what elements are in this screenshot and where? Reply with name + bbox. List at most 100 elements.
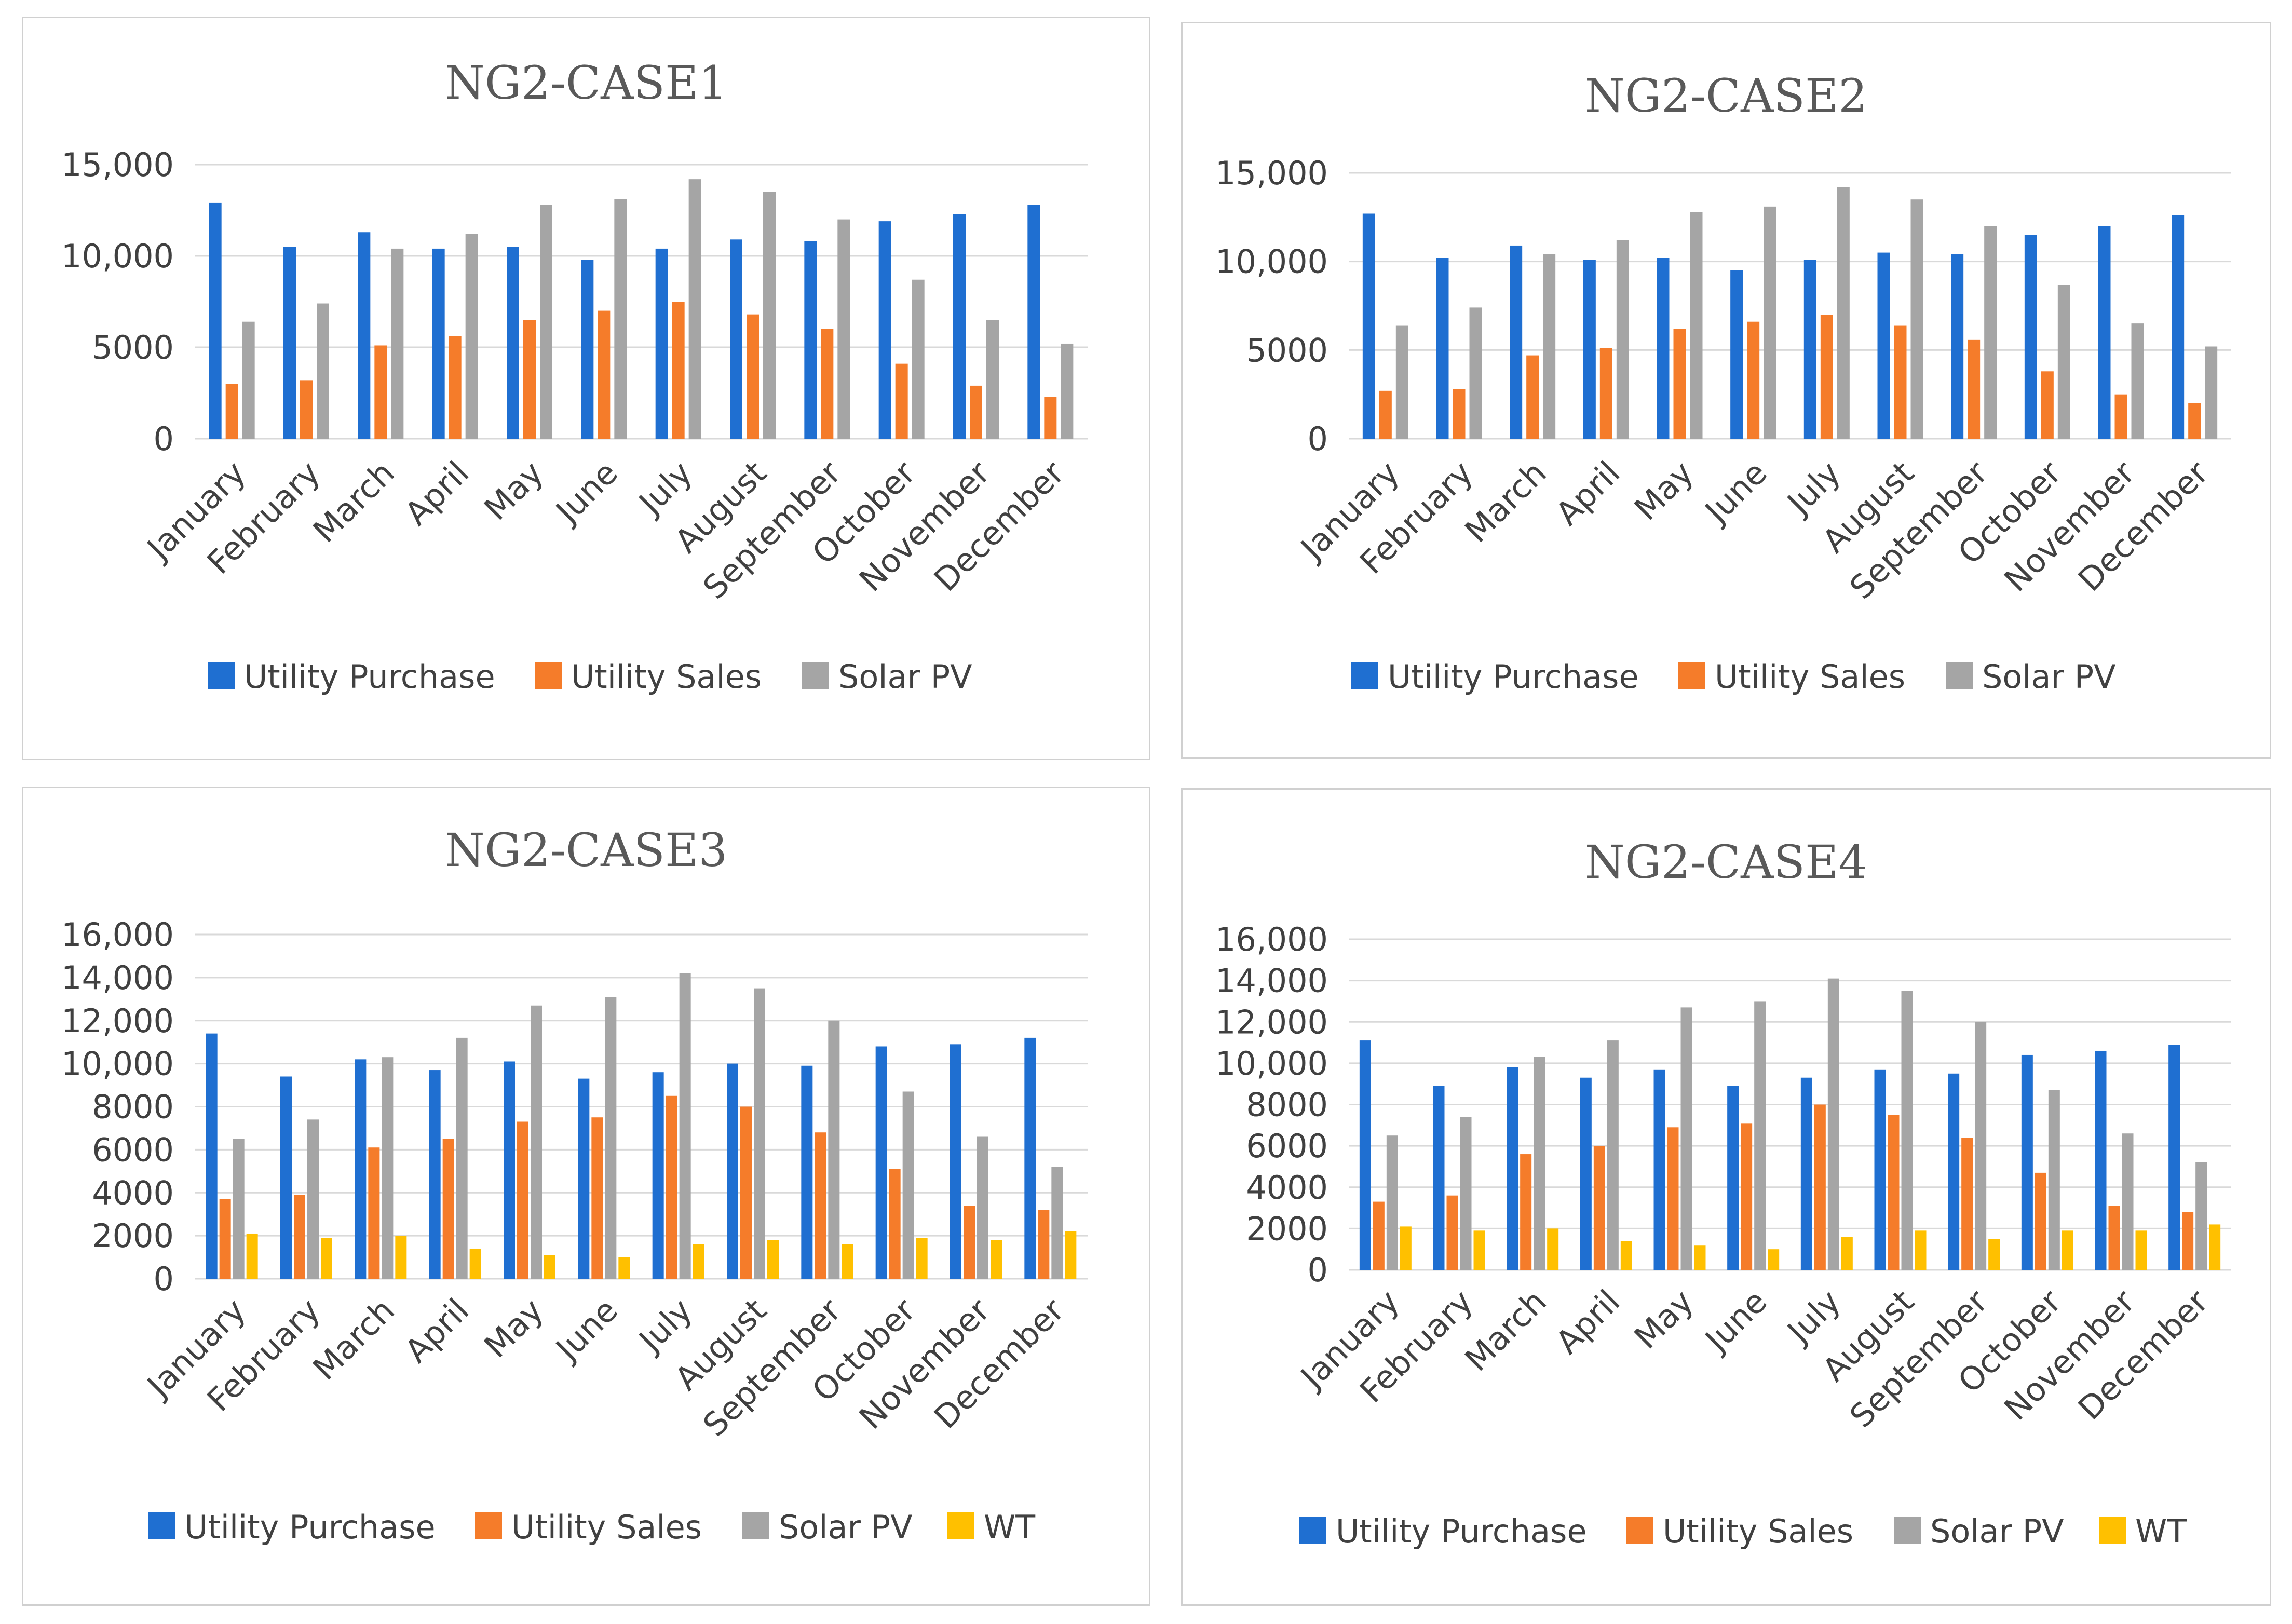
bar-solar-pv-november <box>986 320 999 439</box>
bar-utility-purchase-august <box>1877 252 1890 439</box>
bar-utility-sales-june <box>591 1117 603 1279</box>
chart-title: NG2-CASE1 <box>445 56 727 110</box>
y-tick-label: 0 <box>154 1260 174 1298</box>
legend-swatch-wt <box>947 1512 974 1539</box>
chart-panel-case1: NG2-CASE1 0 5000 10,000 15,000 January Februar… <box>22 17 1150 760</box>
bar-utility-sales-april <box>442 1139 454 1279</box>
y-tick-label: 0 <box>1308 420 1328 458</box>
bar-utility-sales-january <box>219 1199 231 1279</box>
bar-solar-pv-october <box>912 279 925 439</box>
bar-utility-purchase-march <box>1510 245 1523 439</box>
legend-label-solar-pv: Solar PV <box>1930 1512 2064 1550</box>
chart-title: NG2-CASE4 <box>1585 835 1867 889</box>
bar-utility-sales-april <box>449 336 462 439</box>
chart-case1: NG2-CASE10500010,00015,000JanuaryFebruar… <box>61 56 1088 696</box>
bar-utility-purchase-december <box>1024 1037 1036 1279</box>
bar-utility-sales-january <box>1373 1201 1385 1270</box>
bar-solar-pv-june <box>1754 1001 1766 1270</box>
bar-utility-purchase-february <box>1436 258 1449 439</box>
bar-utility-sales-july <box>1820 315 1833 439</box>
bar-solar-pv-may <box>1690 212 1703 439</box>
bar-wt-may <box>1694 1245 1706 1270</box>
bar-utility-purchase-january <box>1359 1040 1371 1270</box>
legend-swatch-solar-pv <box>1894 1517 1921 1544</box>
x-tick-label: March <box>1458 454 1554 550</box>
bar-solar-pv-december <box>2195 1162 2207 1270</box>
bar-utility-purchase-august <box>1874 1069 1886 1270</box>
bar-utility-purchase-september <box>1948 1073 1960 1270</box>
y-tick-label: 6000 <box>92 1131 174 1169</box>
x-tick-label: April <box>1549 454 1628 533</box>
bar-utility-sales-may <box>1667 1127 1679 1270</box>
legend-label-utility-purchase: Utility Purchase <box>184 1508 436 1546</box>
bar-utility-purchase-october <box>2021 1054 2033 1270</box>
bar-utility-purchase-february <box>1433 1086 1445 1270</box>
bar-utility-sales-december <box>1044 397 1057 439</box>
bar-utility-sales-september <box>1968 339 1981 439</box>
x-tick-label: June <box>1697 1282 1774 1360</box>
bar-utility-sales-october <box>2041 371 2054 439</box>
bar-solar-pv-january <box>233 1139 245 1279</box>
y-tick-label: 2000 <box>1246 1210 1328 1248</box>
legend-label-utility-sales: Utility Sales <box>511 1508 702 1546</box>
bar-utility-sales-july <box>666 1095 677 1279</box>
bar-solar-pv-october <box>2048 1090 2060 1270</box>
bar-solar-pv-december <box>1051 1167 1063 1279</box>
bar-solar-pv-april <box>465 234 478 439</box>
bar-utility-purchase-january <box>206 1033 218 1279</box>
y-tick-label: 12,000 <box>1215 1003 1328 1041</box>
y-tick-label: 0 <box>1308 1251 1328 1289</box>
bar-solar-pv-april <box>1616 240 1629 439</box>
bar-utility-purchase-february <box>283 247 296 439</box>
legend-swatch-wt <box>2099 1517 2126 1544</box>
bar-utility-sales-november <box>2108 1206 2120 1270</box>
bar-solar-pv-november <box>2122 1133 2134 1270</box>
x-tick-label: May <box>477 454 550 527</box>
legend-swatch-utility-sales <box>1678 662 1705 689</box>
bar-wt-february <box>1473 1230 1485 1270</box>
bar-utility-purchase-august <box>730 239 742 439</box>
bar-wt-august <box>1915 1230 1927 1270</box>
bar-solar-pv-june <box>1764 206 1776 439</box>
x-tick-label: June <box>547 1291 625 1369</box>
bar-utility-purchase-june <box>1730 270 1743 439</box>
y-tick-label: 15,000 <box>1215 154 1328 192</box>
bar-wt-april <box>469 1248 481 1279</box>
bar-utility-sales-april <box>1593 1146 1605 1270</box>
y-tick-label: 14,000 <box>1215 962 1328 1000</box>
bar-utility-purchase-april <box>1583 260 1596 439</box>
bar-wt-november <box>991 1240 1002 1279</box>
bar-wt-january <box>246 1233 258 1279</box>
bar-utility-purchase-april <box>1580 1077 1592 1270</box>
y-tick-label: 10,000 <box>1215 1045 1328 1082</box>
bar-utility-purchase-july <box>1800 1077 1812 1270</box>
y-tick-label: 5000 <box>1246 331 1328 369</box>
legend-label-solar-pv: Solar PV <box>779 1508 913 1546</box>
bar-utility-sales-february <box>300 380 313 439</box>
bar-solar-pv-june <box>605 997 617 1279</box>
bar-wt-november <box>2135 1230 2147 1270</box>
bar-utility-purchase-june <box>578 1078 590 1279</box>
bar-utility-purchase-december <box>2172 215 2185 439</box>
bar-solar-pv-march <box>391 248 404 439</box>
chart-title: NG2-CASE3 <box>445 823 727 877</box>
bar-utility-sales-june <box>1747 321 1760 439</box>
chart-panel-case4: NG2-CASE4 0 2000 4000 6000 8000 10,000 12,000 14… <box>1181 788 2271 1606</box>
bar-utility-sales-march <box>1520 1154 1532 1270</box>
x-tick-label: March <box>306 1291 402 1387</box>
bar-utility-purchase-july <box>1803 260 1816 439</box>
bar-utility-sales-may <box>523 320 536 439</box>
chart-title: NG2-CASE2 <box>1585 69 1867 123</box>
x-tick-label: April <box>397 1291 476 1370</box>
bar-utility-purchase-september <box>801 1065 813 1279</box>
bar-solar-pv-july <box>679 973 691 1279</box>
bar-solar-pv-april <box>1607 1040 1619 1270</box>
bar-solar-pv-october <box>2057 285 2070 439</box>
bar-utility-sales-november <box>970 385 982 439</box>
bar-solar-pv-september <box>1975 1022 1987 1270</box>
bar-utility-purchase-may <box>1653 1069 1665 1270</box>
y-tick-label: 10,000 <box>61 237 174 275</box>
y-tick-label: 14,000 <box>61 959 174 997</box>
y-tick-label: 10,000 <box>1215 243 1328 281</box>
bar-wt-october <box>916 1238 928 1279</box>
